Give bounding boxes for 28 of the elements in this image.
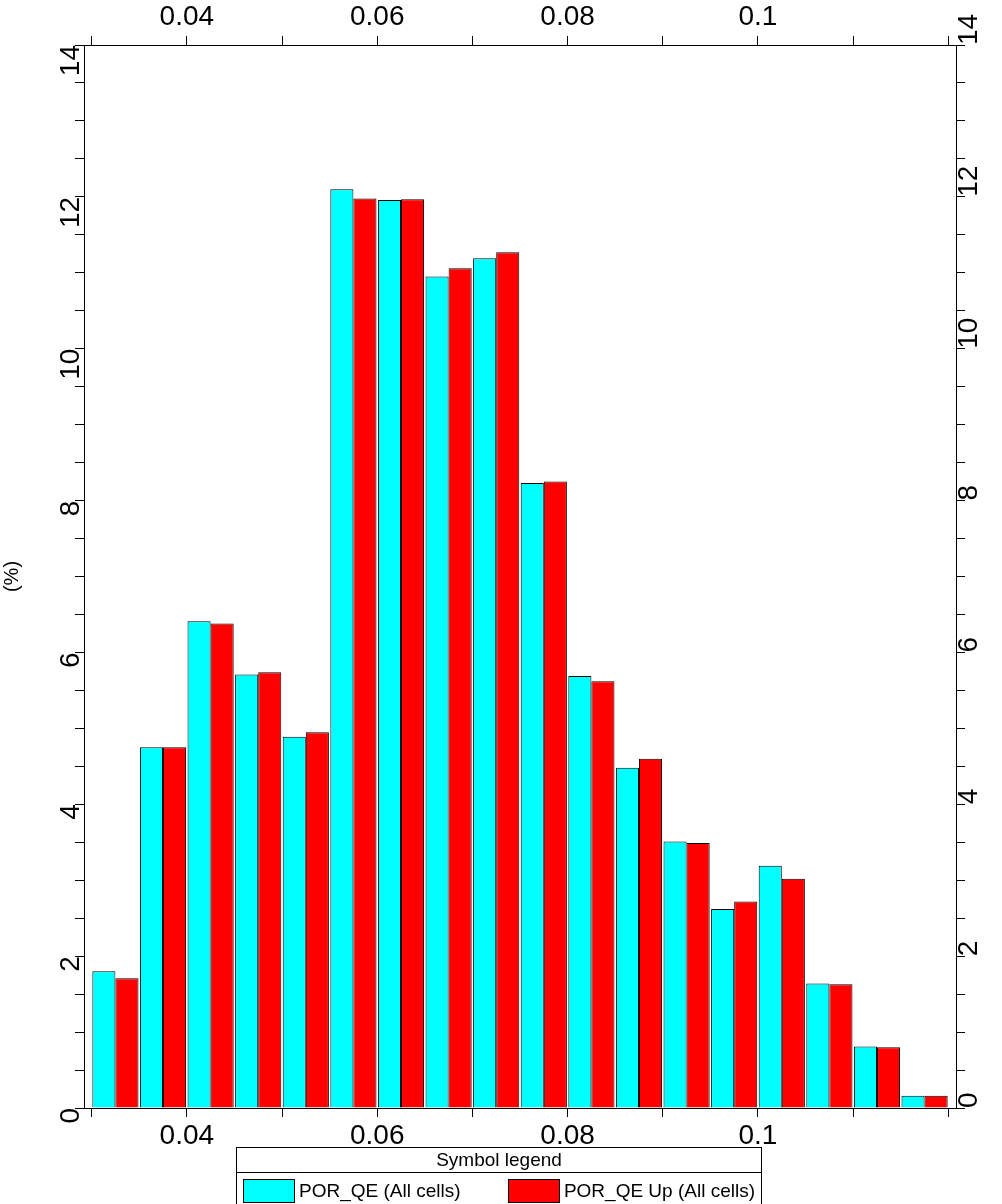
y-tick-label: 0: [53, 1108, 85, 1124]
y-axis-title: (%): [0, 560, 22, 593]
y-tick-label: 4: [53, 804, 85, 820]
y2-tick-label: 12: [951, 165, 983, 197]
y-tick-label: 12: [53, 196, 85, 229]
y-tick-label: 8: [53, 500, 85, 517]
x-tick-label: 0.06: [349, 1118, 405, 1150]
y2-tick-label: 0: [951, 1092, 983, 1108]
legend-label: POR_QE Up (All cells): [563, 1180, 755, 1202]
x-tick-label: 0.08: [540, 1118, 595, 1150]
y2-tick-label: 6: [951, 636, 983, 653]
y-tick-label: 2: [53, 956, 85, 972]
y2-tick-label: 14: [951, 13, 983, 45]
legend-title: Symbol legend: [237, 1148, 761, 1173]
x2-tick-label: 0.1: [738, 0, 778, 31]
y2-tick-label: 2: [951, 940, 983, 957]
y-tick-label: 6: [53, 652, 85, 669]
y2-tick-label: 10: [951, 317, 983, 349]
y-tick-label: 10: [53, 348, 85, 380]
x2-tick-label: 0.08: [540, 0, 595, 31]
y2-tick-label: 8: [951, 484, 983, 501]
x2-tick-label: 0.06: [349, 0, 405, 31]
x2-tick-label: 0.04: [159, 0, 215, 31]
x-tick-label: 0.04: [159, 1118, 215, 1150]
y2-tick-label: 4: [951, 788, 983, 805]
x-tick-label: 0.1: [738, 1118, 778, 1150]
y-tick-label: 14: [53, 45, 85, 77]
legend-label: POR_QE (All cells): [299, 1180, 461, 1202]
